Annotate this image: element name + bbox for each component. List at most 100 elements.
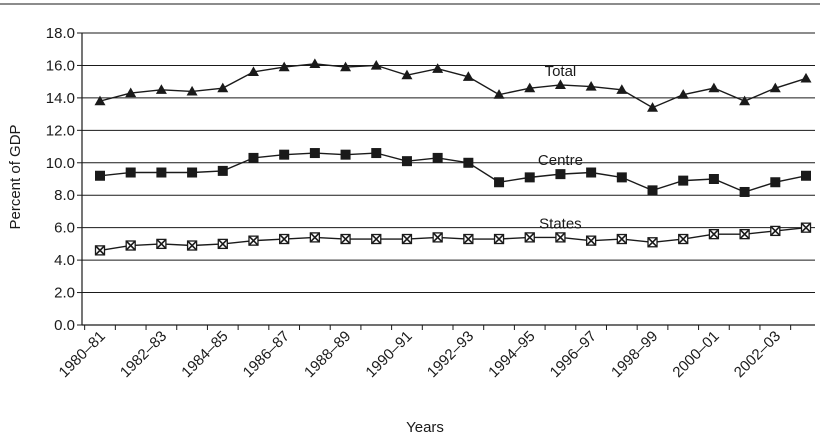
data-point (217, 238, 228, 250)
x-tick-label: 2002–03 (731, 328, 784, 381)
series (94, 58, 812, 256)
data-point (678, 233, 689, 245)
data-point (278, 61, 290, 72)
series-label: States (539, 215, 582, 232)
x-tick-label: 1984–85 (178, 328, 231, 381)
data-point (95, 170, 105, 181)
data-point (401, 69, 413, 80)
y-tick-label: 14.0 (46, 90, 75, 107)
data-point (647, 237, 658, 248)
data-point (524, 232, 535, 243)
data-point (248, 152, 259, 163)
data-point (586, 167, 597, 178)
series-centre (95, 148, 811, 197)
series-label: Total (545, 63, 577, 80)
data-point (770, 177, 781, 188)
data-point (739, 186, 750, 197)
data-point (555, 232, 566, 243)
axes (0, 3, 820, 330)
series-states (94, 222, 812, 256)
y-tick-label: 10.0 (46, 155, 75, 172)
data-point (739, 229, 750, 240)
x-tick-label: 1998–99 (608, 328, 661, 381)
data-point (585, 81, 597, 91)
data-point (401, 233, 413, 245)
data-point (554, 79, 566, 90)
data-point (463, 157, 474, 168)
data-point (432, 63, 444, 73)
data-point (309, 232, 321, 243)
data-point (186, 85, 198, 96)
data-point (432, 152, 443, 163)
data-point (708, 174, 719, 184)
data-point (340, 149, 351, 160)
data-point (248, 235, 259, 246)
data-point (155, 84, 167, 94)
data-point (616, 172, 627, 183)
data-point (555, 169, 566, 180)
data-point (493, 233, 505, 245)
data-point (708, 82, 720, 93)
data-point (616, 233, 627, 245)
data-point (340, 233, 351, 245)
data-point (125, 167, 136, 178)
data-point (370, 59, 382, 70)
x-tick-label: 1992–93 (424, 328, 477, 381)
y-tick-label: 4.0 (54, 252, 75, 269)
y-tick-labels: 0.0 2.0 4.0 6.0 8.0 10.0 12.0 14.0 16.0 18.0 (46, 25, 75, 334)
y-tick-label: 18.0 (46, 25, 75, 42)
y-tick-label: 0.0 (54, 317, 75, 334)
data-point (401, 156, 412, 167)
x-tick-label: 1986–87 (240, 328, 293, 381)
data-point (156, 238, 167, 250)
x-tick-label: 1988–89 (301, 328, 354, 381)
data-point (371, 233, 382, 245)
series-line (99, 63, 807, 109)
data-point (770, 225, 781, 237)
data-point (616, 84, 628, 94)
series-label: Centre (538, 152, 583, 169)
data-point (94, 245, 106, 256)
data-point (647, 102, 659, 112)
data-point (279, 233, 290, 245)
data-point (309, 58, 321, 68)
data-point (678, 175, 689, 186)
x-tick-labels: 1980–81 1982–83 1984–85 1986–87 1988–89 1990–… (56, 328, 785, 381)
data-point (801, 170, 811, 181)
data-point (279, 149, 290, 160)
y-tick-label: 2.0 (54, 285, 75, 302)
data-point (494, 177, 505, 188)
x-tick-label: 1990–91 (362, 328, 415, 381)
y-tick-label: 12.0 (46, 122, 75, 139)
data-point (247, 66, 259, 77)
data-point (800, 72, 812, 83)
x-tick-label: 1994–95 (485, 328, 538, 381)
data-point (432, 232, 443, 243)
x-tick-label: 1996–97 (547, 328, 600, 381)
x-axis-title: Years (406, 419, 444, 436)
y-tick-label: 16.0 (46, 57, 75, 74)
data-point (187, 167, 198, 178)
data-point (217, 165, 228, 176)
series-labels: Total Centre States (538, 63, 583, 232)
data-point (739, 95, 751, 106)
data-point (125, 240, 136, 251)
y-axis-title: Percent of GDP (7, 124, 24, 229)
data-point (340, 61, 352, 72)
grid-lines (77, 32, 815, 326)
x-tick-label: 1982–83 (117, 328, 170, 381)
data-point (647, 185, 658, 196)
data-point (585, 235, 597, 246)
data-point (463, 233, 474, 245)
data-point (677, 89, 689, 99)
data-point (769, 82, 781, 93)
data-point (125, 87, 137, 98)
x-tick-label: 1980–81 (56, 328, 109, 381)
series-line (99, 226, 807, 252)
data-point (524, 172, 535, 183)
y-tick-label: 8.0 (54, 187, 75, 204)
data-point (708, 229, 720, 240)
data-point (309, 148, 320, 159)
data-point (156, 167, 167, 178)
